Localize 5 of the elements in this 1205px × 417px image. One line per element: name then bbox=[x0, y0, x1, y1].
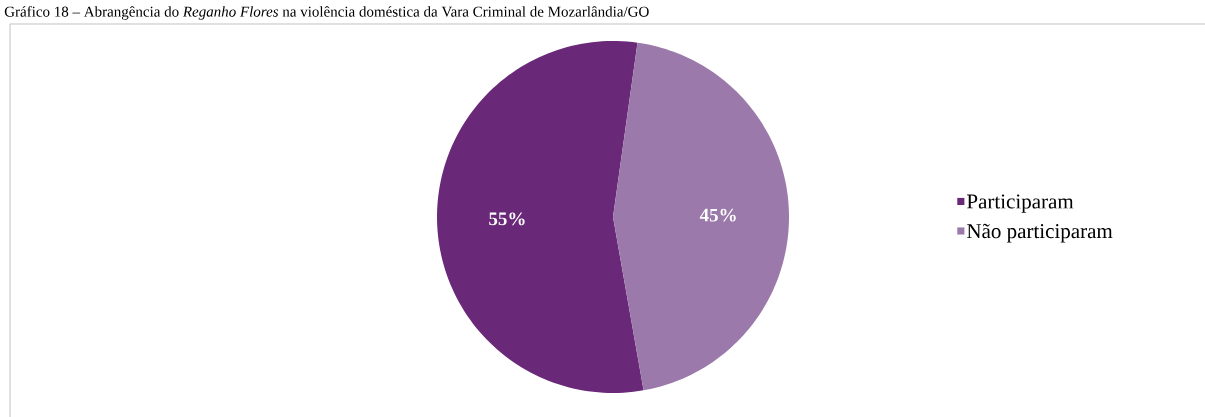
chart-title: Gráfico 18 – Abrangência do Reganho Flores na violência doméstica da Vara Criminal de Mozarlândia/GO bbox=[4, 6, 649, 20]
data-label: 45% bbox=[699, 208, 736, 222]
legend-label: Não participaram bbox=[967, 223, 1113, 243]
data-label: 55% bbox=[489, 212, 525, 226]
legend-label: Participaram bbox=[967, 194, 1074, 213]
